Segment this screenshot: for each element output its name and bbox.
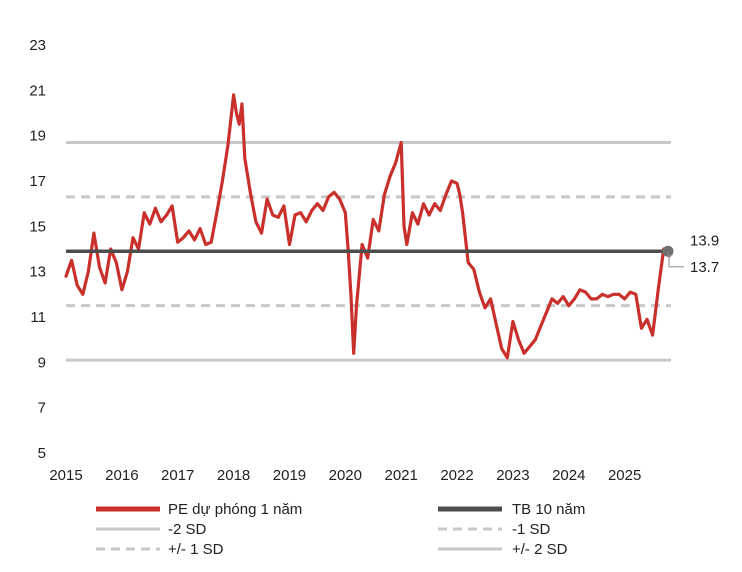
x-tick-label: 2024 — [552, 467, 585, 484]
x-tick-label: 2018 — [217, 467, 250, 484]
x-tick-label: 2023 — [496, 467, 529, 484]
pe-series-line — [64, 93, 671, 360]
series-layer — [64, 93, 674, 360]
y-tick-label: 21 — [29, 82, 46, 99]
last-point-marker — [662, 245, 674, 257]
legend: PE dự phóng 1 năm TB 10 năm -2 SD -1 SD … — [96, 501, 585, 558]
y-tick-label: 5 — [38, 445, 46, 462]
y-tick-label: 17 — [29, 173, 46, 190]
x-tick-label: 2017 — [161, 467, 194, 484]
y-tick-label: 9 — [38, 354, 46, 371]
y-tick-label: 11 — [30, 309, 46, 326]
y-tick-label: 19 — [29, 128, 46, 145]
x-tick-label: 2019 — [273, 467, 306, 484]
y-tick-label: 23 — [29, 37, 46, 54]
x-tick-label: 2025 — [608, 467, 641, 484]
x-axis-ticks: 2015 2016 2017 2018 2019 2020 2021 2022 2023 2024… — [49, 467, 641, 484]
legend-label-pm1sd: +/- 1 SD — [168, 541, 224, 558]
x-tick-label: 2020 — [329, 467, 362, 484]
y-tick-label: 15 — [29, 218, 46, 235]
x-tick-label: 2015 — [49, 467, 82, 484]
last-value-callout-label: 13.7 — [690, 259, 719, 276]
last-value-leader-line — [668, 253, 684, 268]
legend-label-minus1sd: -1 SD — [512, 521, 551, 538]
y-axis-ticks: 5 7 9 11 13 15 17 19 21 23 — [29, 37, 46, 462]
legend-label-avg: TB 10 năm — [512, 501, 585, 518]
mean-callout-label: 13.9 — [690, 232, 719, 249]
y-tick-label: 7 — [38, 400, 46, 417]
legend-label-pe: PE dự phóng 1 năm — [168, 501, 302, 518]
x-tick-label: 2016 — [105, 467, 138, 484]
x-tick-label: 2022 — [440, 467, 473, 484]
legend-label-pm2sd: +/- 2 SD — [512, 541, 568, 558]
x-tick-label: 2021 — [384, 467, 417, 484]
annotations: 13.9 13.7 — [668, 232, 719, 276]
reference-lines — [66, 140, 671, 362]
y-tick-label: 13 — [29, 264, 46, 281]
legend-label-minus2sd: -2 SD — [168, 521, 207, 538]
